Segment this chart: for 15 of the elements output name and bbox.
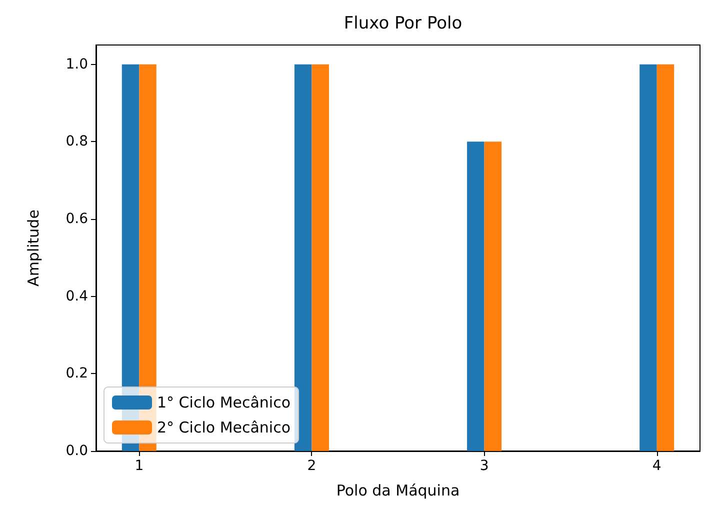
x-tick-label: 1 bbox=[134, 458, 144, 474]
y-axis-title: Amplitude bbox=[24, 210, 42, 286]
y-tick-label: 1.0 bbox=[66, 56, 88, 72]
y-tick-label: 0.8 bbox=[66, 134, 88, 150]
y-tick-label: 0.2 bbox=[66, 366, 88, 382]
legend-label: 1° Ciclo Mecânico bbox=[157, 394, 291, 412]
y-tick-label: 0.4 bbox=[66, 288, 88, 304]
x-tick-label: 4 bbox=[652, 458, 662, 474]
x-tick-label: 3 bbox=[480, 458, 489, 474]
y-tick-label: 0.0 bbox=[66, 443, 88, 459]
chart-title: Fluxo Por Polo bbox=[344, 14, 462, 34]
x-tick-label: 2 bbox=[307, 458, 316, 474]
x-axis-title: Polo da Máquina bbox=[336, 482, 460, 500]
y-tick-label: 0.6 bbox=[66, 211, 88, 227]
legend-label: 2° Ciclo Mecânico bbox=[157, 418, 291, 436]
